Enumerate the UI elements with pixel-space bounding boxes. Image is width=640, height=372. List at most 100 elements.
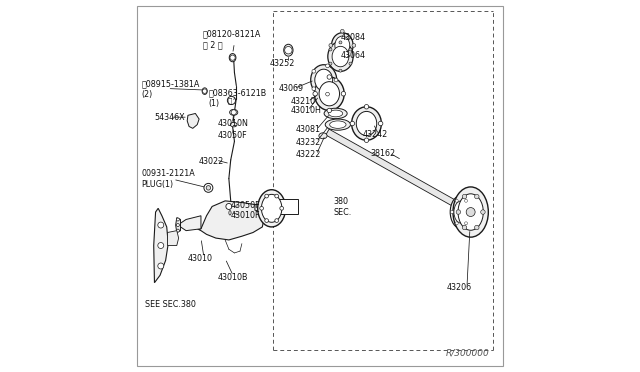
Circle shape <box>312 87 316 91</box>
Ellipse shape <box>261 195 282 222</box>
Circle shape <box>158 243 164 248</box>
Circle shape <box>349 62 352 65</box>
Text: 00931-2121A
PLUG(1): 00931-2121A PLUG(1) <box>141 169 195 189</box>
Circle shape <box>231 110 236 115</box>
Circle shape <box>329 62 332 65</box>
Circle shape <box>265 194 268 198</box>
Circle shape <box>465 222 467 225</box>
Polygon shape <box>154 208 168 283</box>
Circle shape <box>469 211 472 214</box>
Circle shape <box>280 206 284 210</box>
Circle shape <box>339 41 342 44</box>
Ellipse shape <box>340 58 344 61</box>
Ellipse shape <box>458 194 483 230</box>
Circle shape <box>451 211 454 214</box>
Text: 43064: 43064 <box>340 51 365 60</box>
Text: 43084: 43084 <box>340 33 365 42</box>
Ellipse shape <box>319 82 340 106</box>
Text: 43010N: 43010N <box>218 119 248 128</box>
Circle shape <box>177 224 179 227</box>
Text: ⒱08120-8121A
〈 2 〉: ⒱08120-8121A 〈 2 〉 <box>203 29 261 49</box>
Circle shape <box>265 219 268 222</box>
Circle shape <box>158 263 164 269</box>
Polygon shape <box>326 129 465 211</box>
Circle shape <box>227 96 236 105</box>
Text: 43252: 43252 <box>270 59 295 68</box>
Circle shape <box>455 199 458 202</box>
Ellipse shape <box>230 122 237 127</box>
Text: 43022: 43022 <box>199 157 225 166</box>
Circle shape <box>481 210 485 214</box>
Circle shape <box>177 218 179 221</box>
Ellipse shape <box>454 201 468 223</box>
Circle shape <box>204 183 213 192</box>
Ellipse shape <box>258 190 285 227</box>
Circle shape <box>364 138 369 142</box>
Ellipse shape <box>332 33 353 58</box>
Circle shape <box>462 194 467 199</box>
Ellipse shape <box>325 119 351 130</box>
Circle shape <box>465 199 467 202</box>
Ellipse shape <box>450 195 472 229</box>
Text: 54346X: 54346X <box>154 113 185 122</box>
Circle shape <box>327 75 332 79</box>
Ellipse shape <box>229 211 231 215</box>
Text: 43242: 43242 <box>363 130 388 139</box>
Ellipse shape <box>230 109 238 115</box>
Ellipse shape <box>332 46 349 67</box>
Text: 43232: 43232 <box>296 138 321 147</box>
Polygon shape <box>180 216 201 231</box>
Ellipse shape <box>340 29 344 33</box>
Polygon shape <box>197 201 264 240</box>
Circle shape <box>260 206 264 210</box>
Circle shape <box>312 69 316 73</box>
Text: Ⓝ08363-6121B
(1): Ⓝ08363-6121B (1) <box>209 89 267 109</box>
Ellipse shape <box>315 69 333 91</box>
Text: ⓘ08915-1381A
(2): ⓘ08915-1381A (2) <box>141 79 200 99</box>
Ellipse shape <box>310 65 337 95</box>
Circle shape <box>350 121 355 126</box>
Circle shape <box>334 78 338 82</box>
Text: 43010H: 43010H <box>291 106 321 115</box>
Ellipse shape <box>328 110 342 117</box>
Text: R/300000: R/300000 <box>445 349 489 358</box>
Circle shape <box>327 108 332 113</box>
Circle shape <box>275 194 278 198</box>
Text: Ⓢ: Ⓢ <box>227 97 232 104</box>
Ellipse shape <box>202 88 207 94</box>
Text: 43222: 43222 <box>296 150 321 159</box>
Circle shape <box>455 222 458 225</box>
Circle shape <box>275 219 278 222</box>
Polygon shape <box>255 203 273 214</box>
Circle shape <box>341 92 346 96</box>
Text: 43050F: 43050F <box>231 201 260 210</box>
Circle shape <box>313 92 317 96</box>
Text: 43081: 43081 <box>296 125 321 134</box>
Ellipse shape <box>453 187 488 237</box>
Ellipse shape <box>356 112 377 136</box>
Text: 38162: 38162 <box>370 149 396 158</box>
Circle shape <box>475 194 479 199</box>
Ellipse shape <box>328 42 353 71</box>
Ellipse shape <box>351 107 381 140</box>
Text: SEE SEC.380: SEE SEC.380 <box>145 300 196 309</box>
Circle shape <box>202 89 207 93</box>
Text: 43210: 43210 <box>291 97 316 106</box>
Circle shape <box>326 92 330 96</box>
Circle shape <box>226 203 232 209</box>
Text: 43206: 43206 <box>447 283 472 292</box>
Text: 43010: 43010 <box>188 254 213 263</box>
Ellipse shape <box>335 36 349 55</box>
Polygon shape <box>187 113 199 128</box>
Polygon shape <box>175 218 180 232</box>
Circle shape <box>230 55 235 60</box>
Circle shape <box>206 186 211 190</box>
Circle shape <box>456 210 461 214</box>
Text: 43010B: 43010B <box>218 273 248 282</box>
Ellipse shape <box>284 44 293 56</box>
Text: 43069: 43069 <box>279 84 304 93</box>
Circle shape <box>364 105 369 109</box>
Ellipse shape <box>329 44 333 47</box>
Ellipse shape <box>330 121 346 128</box>
Circle shape <box>349 48 352 51</box>
